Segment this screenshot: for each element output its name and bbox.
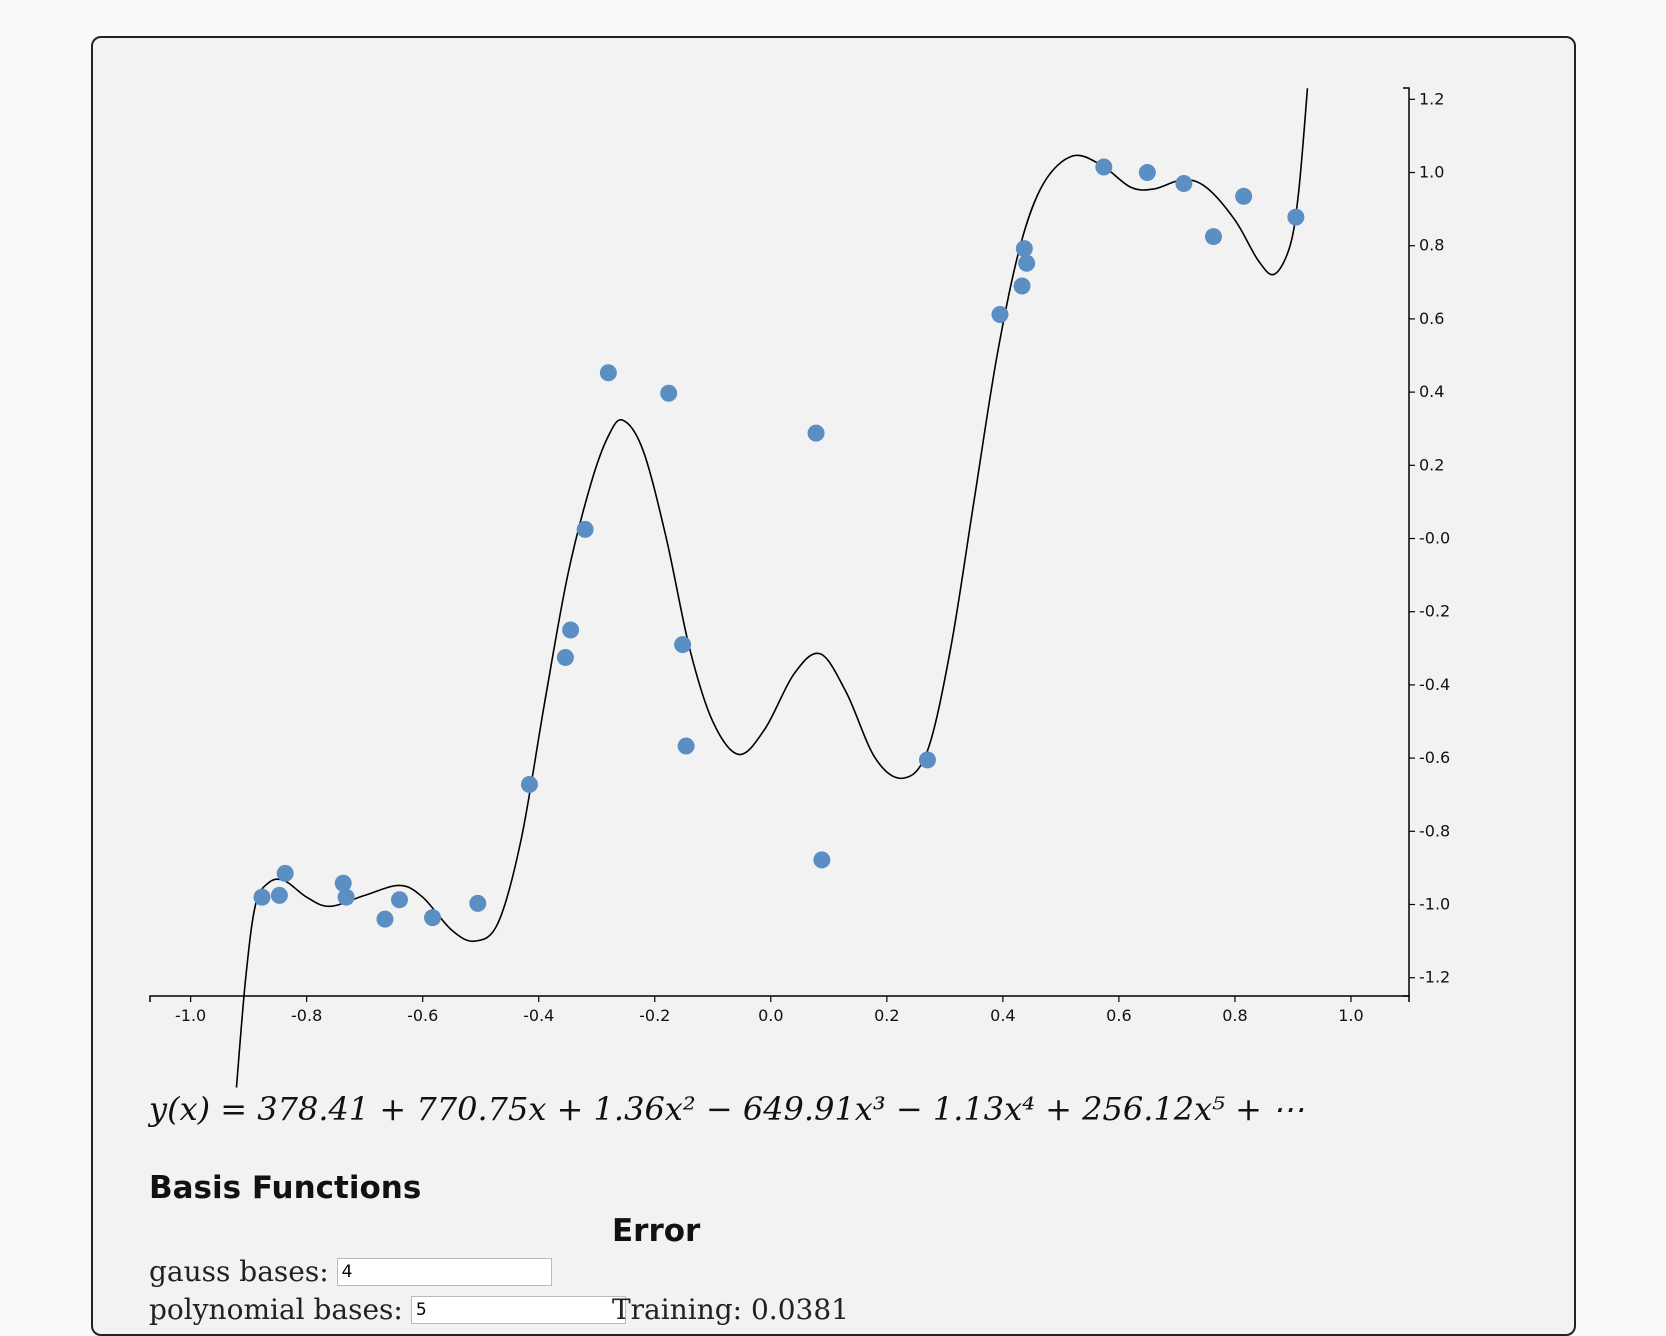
x-tick-label: 1.0 bbox=[1338, 1006, 1363, 1025]
x-axis: -1.0 -0.8 -0.6 -0.4 -0.2 0.0 0.2 0.4 0.6 0.8 1.0 bbox=[149, 995, 1410, 1025]
polynomial-bases-row: polynomial bases: bbox=[149, 1293, 626, 1326]
data-point bbox=[918, 751, 936, 769]
y-tick-label: -0.6 bbox=[1419, 748, 1450, 767]
polynomial-bases-label: polynomial bases: bbox=[149, 1293, 403, 1326]
plot-panel bbox=[91, 36, 1576, 1336]
x-tick-label: -0.8 bbox=[291, 1006, 322, 1025]
data-point bbox=[991, 306, 1009, 324]
data-point bbox=[1235, 187, 1253, 205]
data-point bbox=[556, 648, 574, 666]
data-point bbox=[1095, 158, 1113, 176]
data-point bbox=[1287, 208, 1305, 226]
x-tick-label: 0.4 bbox=[990, 1006, 1015, 1025]
y-tick-label: -0.8 bbox=[1419, 821, 1450, 840]
y-tick-label: -0.2 bbox=[1419, 602, 1450, 621]
data-point bbox=[469, 894, 487, 912]
y-tick-label: 0.6 bbox=[1419, 309, 1444, 328]
x-tick-label: -0.6 bbox=[407, 1006, 438, 1025]
data-point bbox=[1015, 240, 1033, 258]
fit-formula: y(x) = 378.41 + 770.75x + 1.36x² − 649.9… bbox=[149, 1090, 1305, 1128]
data-point bbox=[1018, 254, 1036, 272]
data-point bbox=[677, 737, 695, 755]
data-point bbox=[807, 424, 825, 442]
data-point bbox=[1013, 277, 1031, 295]
error-heading: Error bbox=[612, 1213, 701, 1249]
data-point bbox=[1138, 164, 1156, 182]
data-point bbox=[660, 384, 678, 402]
data-point bbox=[424, 909, 442, 927]
gauss-bases-label: gauss bases: bbox=[149, 1255, 329, 1288]
data-point bbox=[270, 886, 288, 904]
data-point bbox=[562, 621, 580, 639]
x-tick-label: 0.0 bbox=[758, 1006, 783, 1025]
y-tick-label: 1.0 bbox=[1419, 163, 1444, 182]
data-point bbox=[813, 851, 831, 869]
x-tick-label: -1.0 bbox=[175, 1006, 206, 1025]
y-tick-label: -0.4 bbox=[1419, 675, 1450, 694]
x-tick-label: 0.6 bbox=[1106, 1006, 1131, 1025]
data-point bbox=[599, 364, 617, 382]
y-tick-label: -1.2 bbox=[1419, 968, 1450, 987]
data-point bbox=[576, 520, 594, 538]
y-tick-label: -0.0 bbox=[1419, 529, 1450, 548]
y-tick-label: 0.8 bbox=[1419, 236, 1444, 255]
y-tick-label: 0.2 bbox=[1419, 455, 1444, 474]
y-tick-label: -1.0 bbox=[1419, 895, 1450, 914]
data-point bbox=[334, 874, 352, 892]
x-axis-line bbox=[149, 995, 1410, 1002]
y-axis-line bbox=[1403, 87, 1410, 997]
basis-functions-heading: Basis Functions bbox=[149, 1170, 422, 1206]
data-point bbox=[253, 888, 271, 906]
y-tick-label: 0.4 bbox=[1419, 382, 1444, 401]
fit-curve bbox=[235, 88, 1309, 1088]
data-point bbox=[337, 888, 355, 906]
y-tick-label: 1.2 bbox=[1419, 89, 1444, 108]
x-tick-label: 0.8 bbox=[1222, 1006, 1247, 1025]
gauss-bases-input[interactable] bbox=[336, 1257, 552, 1286]
data-point bbox=[276, 864, 294, 882]
x-tick-label: -0.2 bbox=[639, 1006, 670, 1025]
training-error: Training: 0.0381 bbox=[612, 1293, 849, 1326]
y-axis: 1.2 1.0 0.8 0.6 0.4 0.2 -0.0 -0.2 -0.4 -0.6 -0.8 -1… bbox=[1403, 87, 1450, 997]
data-point bbox=[1175, 174, 1193, 192]
x-tick-label: 0.2 bbox=[874, 1006, 899, 1025]
data-point bbox=[1204, 228, 1222, 246]
data-point bbox=[390, 891, 408, 909]
x-tick-label: -0.4 bbox=[523, 1006, 554, 1025]
polynomial-bases-input[interactable] bbox=[410, 1295, 626, 1324]
data-points bbox=[253, 158, 1305, 928]
data-point bbox=[520, 775, 538, 793]
data-point bbox=[376, 910, 394, 928]
gauss-bases-row: gauss bases: bbox=[149, 1255, 552, 1288]
data-point bbox=[674, 636, 692, 654]
